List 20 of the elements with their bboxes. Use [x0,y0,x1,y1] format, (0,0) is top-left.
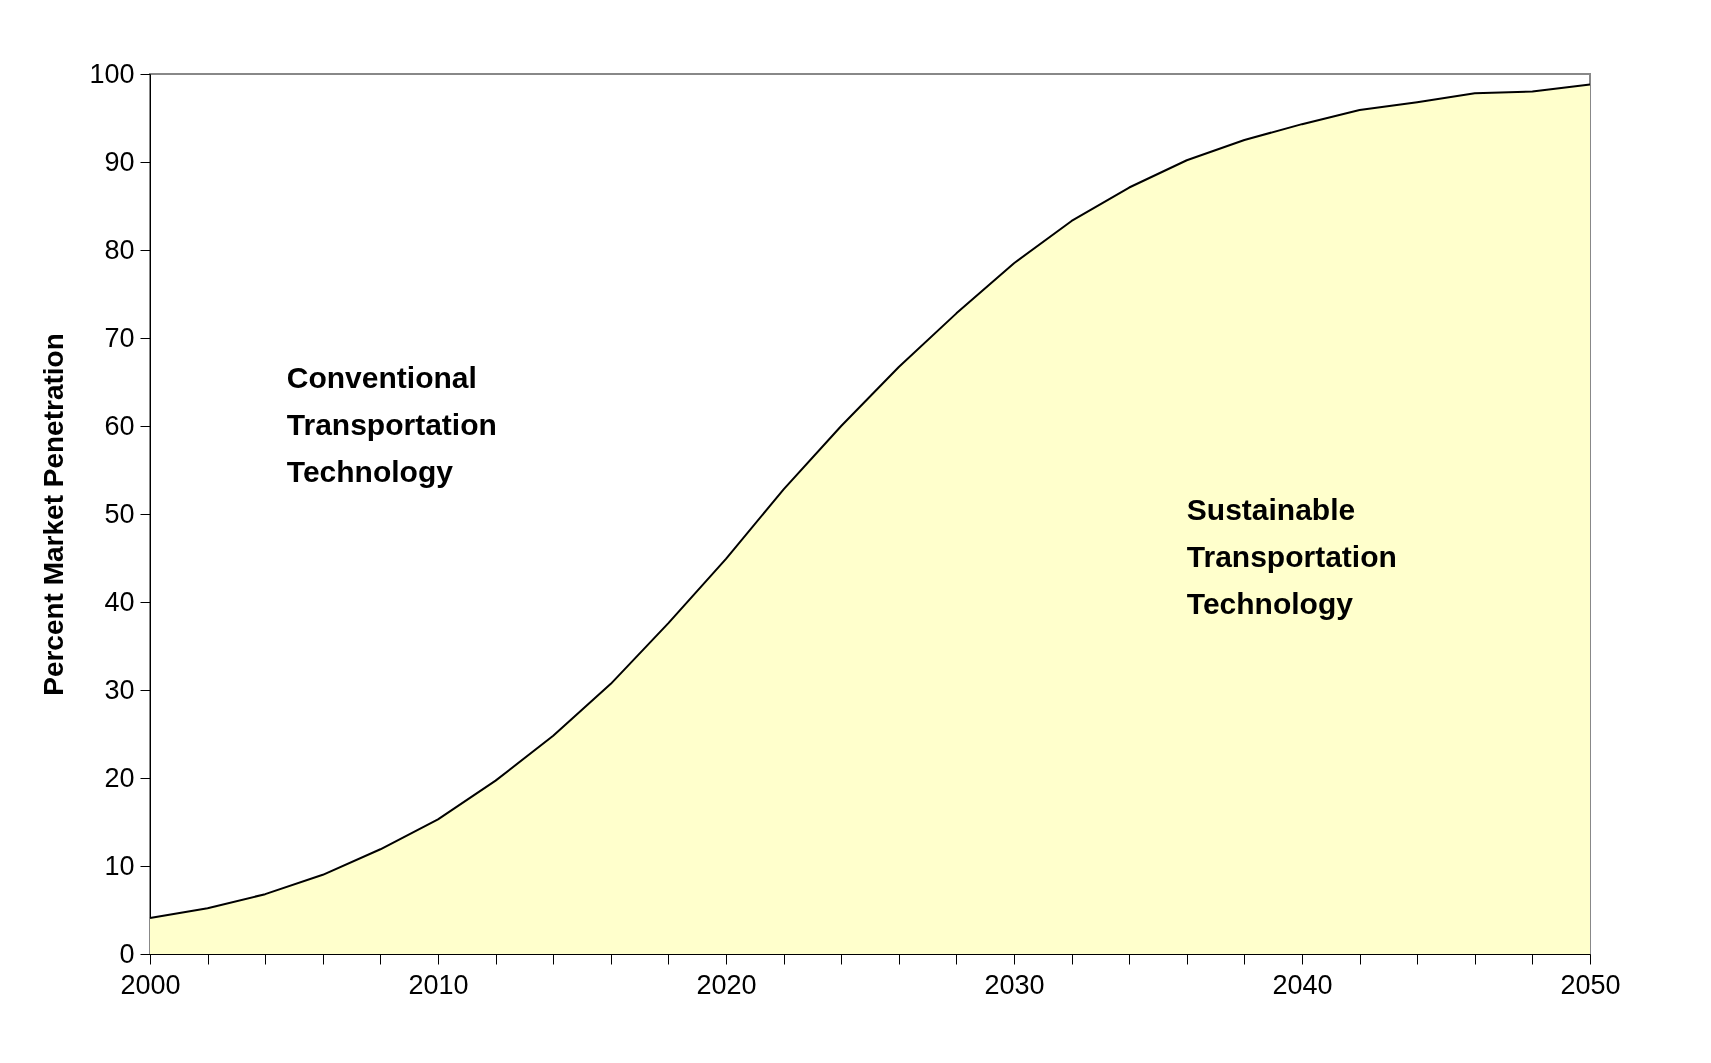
y-tick-label: 10 [104,850,135,881]
annotation: Sustainable Transportation Technology [1186,493,1397,621]
y-tick-label: 0 [119,938,135,969]
annotation: Conventional Transportation Technology [286,361,497,489]
y-axis-title: Percent Market Penetration [38,333,70,696]
x-tick-label: 2040 [1272,969,1333,1000]
y-tick-label: 70 [104,322,135,353]
x-tick-label: 2030 [984,969,1045,1000]
y-tick-label: 80 [104,234,135,265]
x-tick-label: 2020 [696,969,757,1000]
y-tick-label: 30 [104,674,135,705]
y-tick-label: 90 [104,146,135,177]
x-tick-label: 2010 [408,969,469,1000]
x-tick-label: 2050 [1560,969,1621,1000]
y-tick-label: 60 [104,410,135,441]
y-tick-label: 50 [104,498,135,529]
y-tick-label: 40 [104,586,135,617]
x-tick-label: 2000 [120,969,181,1000]
y-tick-label: 100 [89,58,135,89]
y-tick-label: 20 [104,762,135,793]
